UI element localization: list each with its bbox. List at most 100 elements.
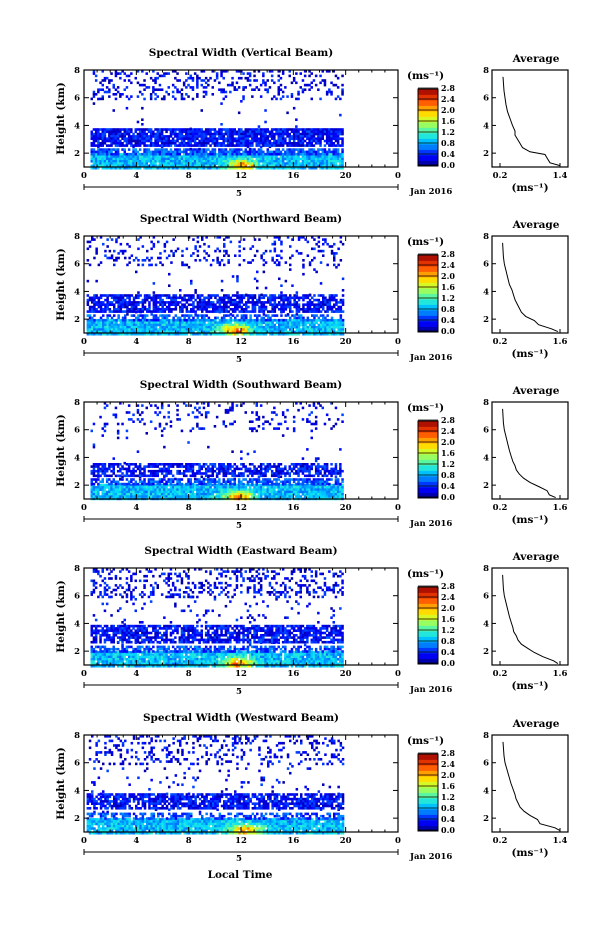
heatmap-cell bbox=[136, 150, 140, 154]
colorbar-segment bbox=[418, 299, 438, 305]
heatmap-cell bbox=[328, 308, 332, 311]
heatmap-cell bbox=[341, 328, 345, 331]
heatmap-cell bbox=[237, 488, 241, 491]
heatmap-cell bbox=[226, 144, 230, 147]
heatmap-cell bbox=[132, 139, 135, 143]
heatmap-cell bbox=[143, 316, 147, 320]
heatmap-cell bbox=[337, 308, 340, 311]
heatmap-cell bbox=[124, 328, 127, 331]
heatmap-cell bbox=[240, 155, 243, 158]
heatmap-cell bbox=[116, 144, 120, 147]
heatmap-cell bbox=[97, 88, 100, 91]
heatmap-cell bbox=[218, 132, 221, 136]
heatmap-cell bbox=[108, 321, 112, 324]
heatmap-cell bbox=[149, 132, 153, 136]
heatmap-cell bbox=[317, 164, 320, 168]
heatmap-cell bbox=[341, 486, 344, 489]
heatmap-cell bbox=[315, 270, 318, 274]
heatmap-cell bbox=[319, 135, 322, 138]
heatmap-cell bbox=[200, 152, 203, 156]
heatmap-cell bbox=[325, 162, 329, 165]
heatmap-cell bbox=[280, 314, 283, 317]
heatmap-cell bbox=[277, 139, 280, 143]
heatmap-cell bbox=[154, 148, 157, 151]
heatmap-cell bbox=[326, 314, 329, 317]
heatmap-cell bbox=[185, 493, 188, 496]
heatmap-cell bbox=[312, 79, 316, 82]
heatmap-cell bbox=[171, 162, 175, 165]
heatmap-cell bbox=[185, 132, 188, 136]
heatmap-cell bbox=[130, 308, 134, 311]
heatmap-cell bbox=[319, 97, 322, 101]
heatmap-cell bbox=[154, 486, 157, 489]
heatmap-cell bbox=[190, 303, 193, 306]
heatmap-cell bbox=[262, 81, 265, 85]
heatmap-cell bbox=[226, 132, 230, 136]
heatmap-cell bbox=[97, 144, 100, 147]
heatmap-cell bbox=[255, 155, 258, 158]
heatmap-cell bbox=[202, 148, 206, 151]
heatmap-cell bbox=[113, 310, 116, 313]
heatmap-cell bbox=[136, 153, 140, 156]
heatmap-cell bbox=[119, 157, 122, 161]
heatmap-cell bbox=[273, 303, 277, 306]
heatmap-cell bbox=[163, 249, 167, 253]
heatmap-cell bbox=[182, 162, 186, 165]
heatmap-cell bbox=[134, 488, 137, 491]
heatmap-cell bbox=[105, 137, 109, 140]
heatmap-cell bbox=[185, 294, 189, 297]
heatmap-cell bbox=[93, 301, 96, 304]
heatmap-cell bbox=[161, 303, 164, 306]
colorbar-tick-label: 0.8 bbox=[441, 138, 455, 148]
heatmap-cell bbox=[306, 160, 309, 163]
heatmap-cell bbox=[262, 162, 265, 165]
heatmap-cell bbox=[110, 321, 114, 324]
heatmap-cell bbox=[242, 247, 246, 251]
heatmap-cell bbox=[279, 130, 283, 134]
heatmap-cell bbox=[194, 318, 197, 322]
heatmap-cell bbox=[190, 323, 193, 327]
heatmap-cell bbox=[198, 166, 201, 170]
heatmap-cell bbox=[229, 135, 232, 138]
heatmap-cell bbox=[218, 321, 222, 324]
heatmap-cell bbox=[240, 135, 243, 138]
heatmap-cell bbox=[302, 272, 305, 276]
heatmap-cell bbox=[216, 298, 219, 302]
heatmap-cell bbox=[247, 332, 250, 336]
heatmap-cell bbox=[264, 318, 268, 322]
heatmap-cell bbox=[322, 321, 325, 324]
heatmap-cell bbox=[264, 142, 267, 145]
heatmap-cell bbox=[302, 266, 305, 269]
heatmap-cell bbox=[196, 93, 199, 96]
heatmap-cell bbox=[182, 157, 186, 161]
heatmap-cell bbox=[280, 332, 283, 336]
heatmap-cell bbox=[185, 148, 188, 151]
heatmap-cell bbox=[212, 326, 215, 329]
heatmap-cell bbox=[119, 332, 123, 336]
heatmap-cell bbox=[238, 249, 241, 253]
heatmap-cell bbox=[280, 318, 283, 322]
heatmap-cell bbox=[270, 162, 274, 165]
heatmap-cell bbox=[103, 166, 107, 170]
heatmap-cell bbox=[275, 139, 278, 143]
heatmap-cell bbox=[148, 305, 151, 309]
heatmap-cell bbox=[207, 490, 210, 494]
heatmap-cell bbox=[114, 160, 118, 163]
heatmap-cell bbox=[273, 95, 276, 98]
heatmap-cell bbox=[165, 319, 169, 322]
heatmap-cell bbox=[110, 330, 114, 334]
heatmap-cell bbox=[278, 330, 281, 334]
heatmap-cell bbox=[207, 157, 210, 161]
heatmap-cell bbox=[110, 132, 113, 136]
heatmap-cell bbox=[135, 321, 138, 324]
heatmap-cell bbox=[216, 259, 219, 262]
heatmap-cell bbox=[132, 310, 136, 313]
heatmap-cell bbox=[137, 308, 140, 311]
heatmap-cell bbox=[137, 238, 140, 241]
heatmap-cell bbox=[159, 314, 162, 317]
heatmap-cell bbox=[297, 160, 300, 163]
heatmap-cell bbox=[313, 298, 316, 302]
average-y-tick-label: 2 bbox=[483, 149, 489, 159]
heatmap-cell bbox=[339, 152, 342, 156]
heatmap-cell bbox=[103, 137, 107, 140]
